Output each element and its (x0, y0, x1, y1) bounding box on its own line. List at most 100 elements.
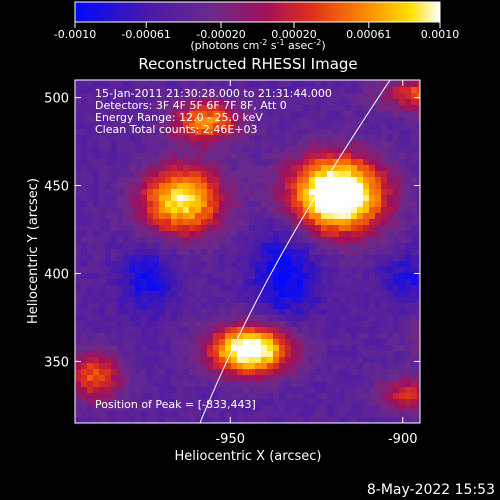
heatmap-cell (183, 86, 190, 93)
heatmap-cell (417, 140, 420, 147)
heatmap-cell (381, 350, 388, 357)
heatmap-cell (357, 260, 364, 267)
heatmap-cell (357, 200, 364, 207)
heatmap-cell (135, 176, 142, 183)
heatmap-cell (291, 344, 298, 351)
heatmap-cell (327, 308, 334, 315)
heatmap-cell (285, 254, 292, 261)
heatmap-cell (165, 224, 172, 231)
heatmap-cell (183, 98, 190, 105)
heatmap-cell (81, 260, 88, 267)
heatmap-cell (75, 344, 82, 351)
heatmap-cell (243, 374, 250, 381)
heatmap-cell (303, 146, 310, 153)
heatmap-cell (111, 200, 118, 207)
heatmap-cell (261, 242, 268, 249)
heatmap-cell (99, 86, 106, 93)
heatmap-cell (129, 140, 136, 147)
heatmap-cell (243, 308, 250, 315)
heatmap-cell (243, 410, 250, 417)
heatmap-cell (117, 368, 124, 375)
heatmap-cell (111, 368, 118, 375)
heatmap-cell (261, 134, 268, 141)
heatmap-cell (303, 272, 310, 279)
heatmap-cell (123, 92, 130, 99)
heatmap-cell (393, 236, 400, 243)
heatmap-cell (363, 266, 370, 273)
heatmap-cell (165, 284, 172, 291)
heatmap-cell (231, 182, 238, 189)
heatmap-cell (87, 314, 94, 321)
heatmap-cell (399, 134, 406, 141)
heatmap-cell (147, 332, 154, 339)
heatmap-cell (123, 134, 130, 141)
heatmap-cell (153, 398, 160, 405)
heatmap-cell (309, 332, 316, 339)
footer-timestamp: 8-May-2022 15:53 (366, 482, 495, 498)
heatmap-cell (117, 152, 124, 159)
heatmap-cell (291, 194, 298, 201)
heatmap-cell (201, 278, 208, 285)
heatmap-cell (231, 248, 238, 255)
heatmap-cell (219, 98, 226, 105)
heatmap-cell (309, 218, 316, 225)
heatmap-cell (339, 158, 346, 165)
heatmap-cell (219, 338, 226, 345)
heatmap-cell (267, 332, 274, 339)
heatmap-cell (231, 290, 238, 297)
heatmap-cell (99, 218, 106, 225)
heatmap-cell (81, 176, 88, 183)
heatmap-cell (147, 302, 154, 309)
heatmap-cell (369, 146, 376, 153)
heatmap-cell (195, 416, 202, 423)
heatmap-cell (129, 128, 136, 135)
heatmap-cell (273, 320, 280, 327)
heatmap-cell (129, 266, 136, 273)
heatmap-cell (141, 254, 148, 261)
heatmap-cell (297, 392, 304, 399)
heatmap-cell (153, 200, 160, 207)
heatmap-cell (285, 356, 292, 363)
heatmap-cell (177, 302, 184, 309)
heatmap-cell (381, 152, 388, 159)
heatmap-cell (249, 332, 256, 339)
heatmap-cell (381, 314, 388, 321)
heatmap-cell (381, 194, 388, 201)
heatmap-cell (81, 362, 88, 369)
heatmap-cell (291, 92, 298, 99)
heatmap-cell (159, 182, 166, 189)
heatmap-cell (339, 248, 346, 255)
heatmap-cell (75, 206, 82, 213)
heatmap-cell (87, 110, 94, 117)
heatmap-cell (201, 128, 208, 135)
heatmap-cell (225, 266, 232, 273)
heatmap-cell (345, 386, 352, 393)
heatmap-cell (339, 338, 346, 345)
heatmap-cell (279, 242, 286, 249)
heatmap-cell (309, 392, 316, 399)
heatmap-cell (117, 332, 124, 339)
heatmap-cell (315, 374, 322, 381)
heatmap-cell (393, 146, 400, 153)
heatmap-cell (243, 386, 250, 393)
heatmap-cell (261, 302, 268, 309)
heatmap-cell (213, 224, 220, 231)
heatmap-cell (213, 122, 220, 129)
heatmap-cell (411, 290, 418, 297)
heatmap-cell (231, 206, 238, 213)
heatmap-cell (249, 230, 256, 237)
heatmap-cell (297, 302, 304, 309)
heatmap-cell (171, 386, 178, 393)
heatmap-cell (231, 350, 238, 357)
heatmap-cell (405, 152, 412, 159)
heatmap-cell (297, 338, 304, 345)
heatmap-cell (87, 332, 94, 339)
heatmap-cell (249, 344, 256, 351)
heatmap-cell (75, 242, 82, 249)
heatmap-cell (189, 206, 196, 213)
heatmap-cell (405, 374, 412, 381)
heatmap-cell (417, 242, 420, 249)
heatmap-cell (321, 122, 328, 129)
heatmap-cell (117, 104, 124, 111)
heatmap-cell (105, 230, 112, 237)
